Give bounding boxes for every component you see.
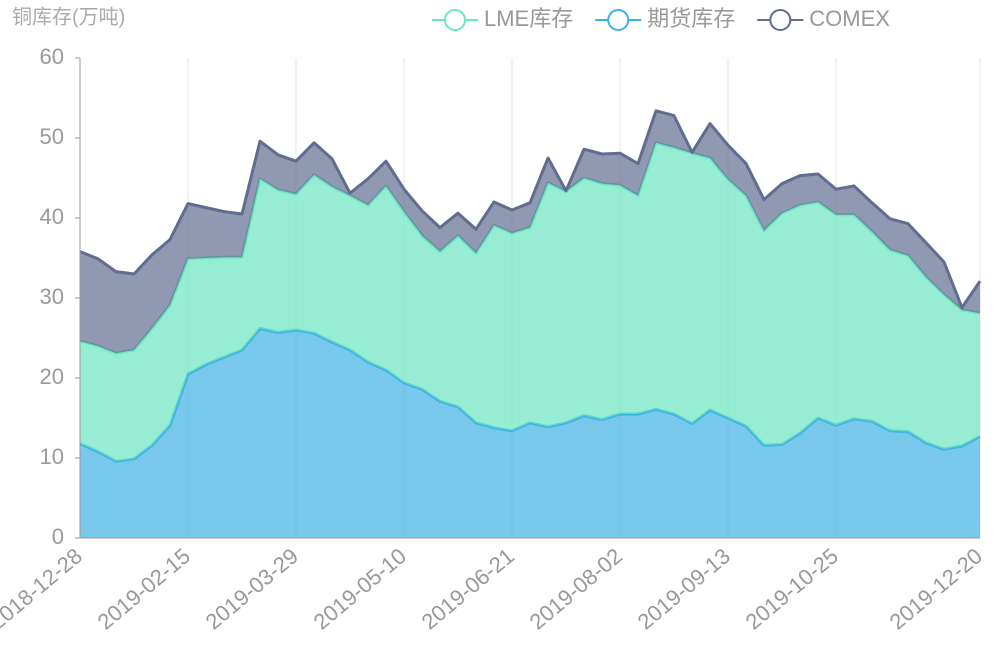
x-tick-label: 2019-10-25 (741, 543, 843, 634)
y-axis-label: 铜库存(万吨) (12, 5, 125, 28)
x-tick-label: 2019-12-20 (885, 543, 987, 634)
y-tick-label: 60 (40, 44, 64, 69)
y-tick-label: 50 (40, 124, 64, 149)
x-tick-label: 2018-12-28 (0, 543, 87, 634)
legend-marker (769, 9, 792, 31)
y-tick-label: 10 (40, 444, 64, 469)
legend-item: 期货库存 (595, 6, 735, 31)
y-tick-label: 0 (52, 524, 64, 549)
x-tick-label: 2019-02-15 (93, 543, 195, 634)
line (79, 109, 982, 310)
legend-marker (444, 9, 466, 31)
legend-label: LME库存 (484, 6, 573, 31)
x-tick-label: 2019-09-13 (633, 543, 735, 634)
legend-label: 期货库存 (647, 6, 735, 31)
y-tick-label: 20 (40, 364, 64, 389)
x-tick-label: 2019-08-02 (525, 543, 627, 634)
area (80, 142, 980, 462)
legend-label: COMEX (809, 6, 890, 31)
x-tick-label: 2019-03-29 (201, 543, 303, 634)
legend-marker (607, 9, 630, 31)
area (80, 110, 980, 354)
area (80, 328, 980, 538)
legend-item: LME库存 (432, 6, 573, 31)
y-tick-label: 40 (40, 204, 64, 229)
x-tick-label: 2019-06-21 (417, 543, 519, 634)
legend-item: COMEX (757, 6, 890, 31)
x-tick-label: 2019-05-10 (309, 543, 411, 634)
y-tick-label: 30 (40, 284, 64, 309)
